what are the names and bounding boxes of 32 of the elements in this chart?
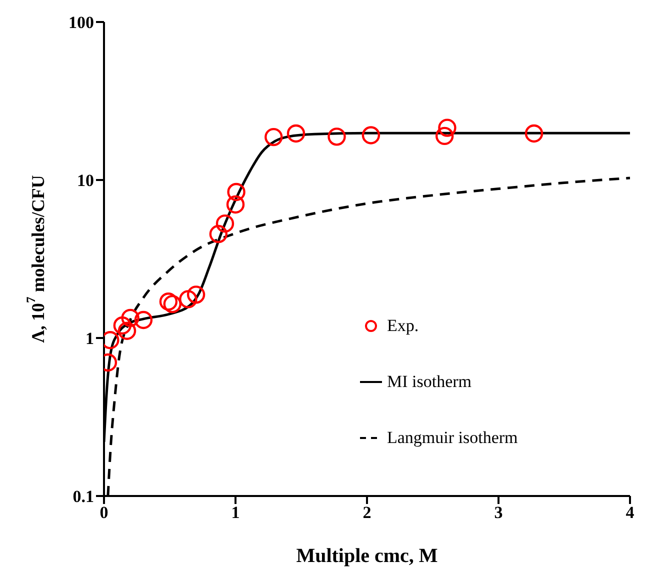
point <box>362 126 380 144</box>
point <box>121 308 140 328</box>
point <box>328 128 346 146</box>
point <box>216 214 234 233</box>
point <box>159 292 178 311</box>
point <box>286 124 306 143</box>
point <box>113 316 132 335</box>
point <box>179 290 198 308</box>
y-tick-label: 0.1 <box>72 487 94 506</box>
x-tick-label: 1 <box>231 503 240 522</box>
legend-label: MI isotherm <box>387 372 472 392</box>
x-tick-label: 2 <box>362 503 372 522</box>
point <box>186 286 206 304</box>
x-tick-label: 3 <box>494 503 503 522</box>
y-tick-label: 10 <box>77 171 94 190</box>
point <box>118 322 136 340</box>
legend-label: Exp. <box>387 316 419 336</box>
legend-label: Langmuir isotherm <box>387 428 518 448</box>
x-tick-label: 4 <box>626 503 635 522</box>
point <box>524 124 544 143</box>
point <box>264 128 283 146</box>
point <box>227 182 246 202</box>
point <box>134 310 153 330</box>
x-tick-label: 0 <box>100 503 108 522</box>
point <box>435 126 454 146</box>
point <box>163 294 182 314</box>
x-axis-title: Multiple cmc, M <box>296 545 438 567</box>
point <box>209 224 228 244</box>
point <box>226 195 245 214</box>
y-tick-label: 1 <box>86 329 94 348</box>
y-tick-label: 100 <box>68 13 94 32</box>
point <box>438 118 456 137</box>
